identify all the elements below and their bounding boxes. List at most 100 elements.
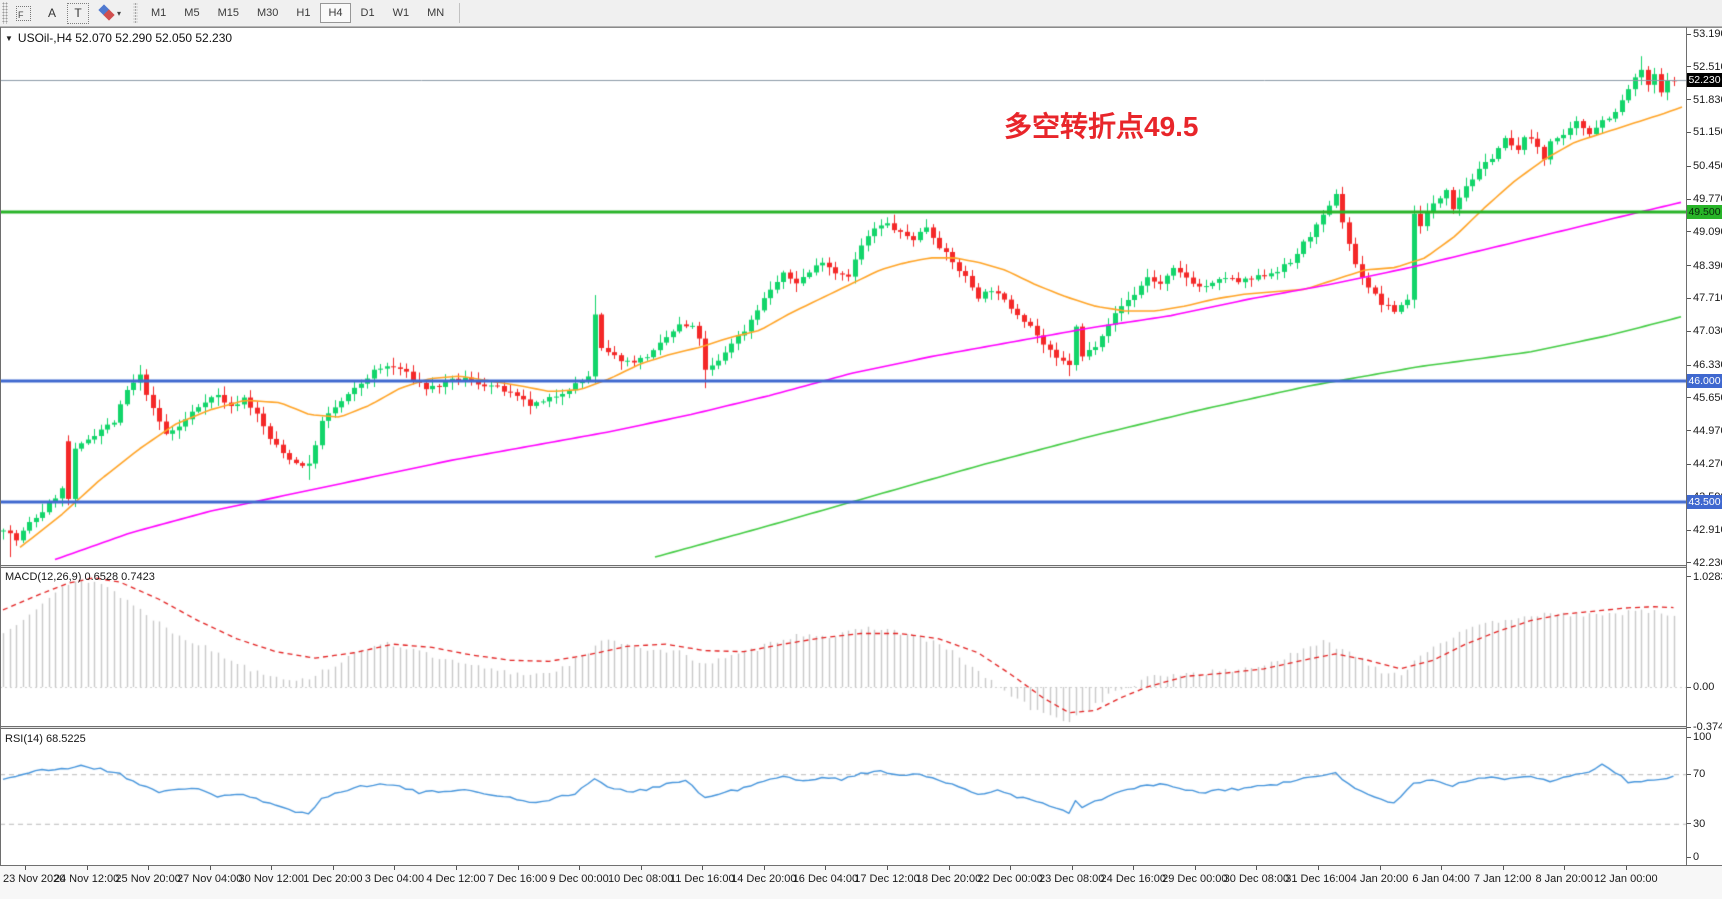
chevron-down-icon: ▾ <box>117 8 122 18</box>
rsi-axis-label: 30 <box>1687 817 1705 830</box>
timeframe-m1[interactable]: M1 <box>151 7 167 19</box>
panel-separator[interactable] <box>0 565 1722 568</box>
price-tick-label: 44.270 <box>1687 458 1722 471</box>
price-badge: 46.000 <box>1687 373 1722 388</box>
date-label: 4 Dec 12:00 <box>426 873 486 885</box>
date-label: 7 Jan 12:00 <box>1473 873 1532 885</box>
timeframe-bar: M1 M5 M15 M30 H1 H4 D1 W1 MN <box>142 3 453 23</box>
rsi-axis-label: 100 <box>1687 731 1711 744</box>
cursor-a-icon: A <box>47 6 56 20</box>
date-tick <box>1379 866 1381 870</box>
date-tick <box>886 866 888 870</box>
macd-axis-label: 0.00 <box>1687 681 1714 694</box>
date-tick <box>148 866 150 870</box>
shapes-tool-button[interactable]: ▾ <box>93 3 127 24</box>
timeframe-w1[interactable]: W1 <box>392 7 410 19</box>
timeframe-d1[interactable]: D1 <box>360 7 375 19</box>
date-tick <box>640 866 642 870</box>
date-label: 24 Nov 12:00 <box>53 873 120 885</box>
axis-border <box>0 865 1722 866</box>
price-tick-label: 49.770 <box>1687 193 1722 206</box>
panel-separator[interactable] <box>0 726 1722 729</box>
timeframe-m5[interactable]: M5 <box>184 7 200 19</box>
main-chart-panel[interactable] <box>0 28 1686 565</box>
macd-panel[interactable] <box>0 567 1686 726</box>
date-label: 10 Dec 08:00 <box>607 873 674 885</box>
shapes-icon <box>98 4 115 21</box>
chart-left-border <box>0 27 1 866</box>
date-label: 25 Nov 20:00 <box>115 873 181 885</box>
rsi-canvas[interactable] <box>0 729 1686 865</box>
timeframe-h4[interactable]: H4 <box>320 3 351 23</box>
price-tick-label: 44.970 <box>1687 424 1722 437</box>
date-label: 12 Jan 00:00 <box>1594 873 1658 885</box>
cursor-tool-button[interactable]: A <box>41 3 63 24</box>
date-tick <box>394 866 396 870</box>
date-tick <box>1010 866 1012 870</box>
date-tick <box>1256 866 1258 870</box>
chart-top-border <box>0 27 1722 28</box>
date-label: 1 Dec 20:00 <box>303 873 363 885</box>
rsi-title: RSI(14) 68.5225 <box>5 733 86 745</box>
date-tick <box>1071 866 1073 870</box>
macd-canvas[interactable] <box>0 567 1686 726</box>
date-label: 6 Jan 04:00 <box>1412 873 1470 885</box>
chart-shift-icon: F <box>16 5 31 21</box>
text-tool-button[interactable]: T <box>67 2 89 24</box>
date-tick <box>1564 866 1566 870</box>
price-tick-label: 48.390 <box>1687 259 1722 272</box>
timeframe-mn[interactable]: MN <box>427 7 445 19</box>
date-label: 31 Dec 16:00 <box>1285 873 1351 885</box>
date-label: 24 Dec 16:00 <box>1100 873 1166 885</box>
date-tick <box>702 866 704 870</box>
rsi-axis-label: 0 <box>1687 851 1699 864</box>
timeframe-m15[interactable]: M15 <box>217 7 239 19</box>
candlestick-canvas[interactable] <box>0 28 1686 565</box>
date-label: 17 Dec 12:00 <box>854 873 920 885</box>
date-tick <box>825 866 827 870</box>
toolbar-separator <box>133 2 139 24</box>
date-tick <box>209 866 211 870</box>
date-tick <box>763 866 765 870</box>
rsi-axis-label: 70 <box>1687 768 1705 781</box>
annotation-text[interactable]: 多空转折点49.5 <box>1004 111 1199 142</box>
price-tick-label: 47.030 <box>1687 325 1722 338</box>
date-label: 23 Dec 08:00 <box>1038 873 1105 885</box>
toolbar: F A T ▾ M1 M5 M15 M30 H1 H4 D1 W1 MN <box>0 0 1722 27</box>
date-tick <box>1502 866 1504 870</box>
price-tick-label: 47.710 <box>1687 292 1722 305</box>
price-tick-label: 49.090 <box>1687 225 1722 238</box>
date-label: 3 Dec 04:00 <box>364 873 425 885</box>
date-tick <box>25 866 26 870</box>
macd-axis-label: -0.3748 <box>1687 721 1722 734</box>
date-axis[interactable]: 23 Nov 2020 24 Nov 12:00 25 Nov 20:00 27 No… <box>0 866 1722 899</box>
date-tick <box>271 866 273 870</box>
toolbar-separator <box>459 3 461 23</box>
timeframe-h1[interactable]: H1 <box>296 7 311 19</box>
date-label: 16 Dec 04:00 <box>792 873 859 885</box>
text-tool-icon: T <box>74 6 82 20</box>
price-tick-label: 51.150 <box>1687 126 1722 139</box>
price-tick-label: 51.830 <box>1687 93 1722 106</box>
price-badge: 52.230 <box>1687 73 1722 88</box>
price-axis[interactable]: 53.190 52.510 51.830 51.150 50.450 49.770 49.0… <box>1687 28 1722 865</box>
macd-axis-label: 1.0283 <box>1687 570 1722 583</box>
rsi-panel[interactable] <box>0 729 1686 865</box>
date-label: 30 Dec 08:00 <box>1223 873 1290 885</box>
date-label: 14 Dec 20:00 <box>731 873 797 885</box>
price-badge: 43.500 <box>1687 494 1722 509</box>
price-tick-label: 42.910 <box>1687 524 1722 537</box>
date-label: 11 Dec 16:00 <box>669 873 735 885</box>
price-tick-label: 53.190 <box>1687 28 1722 41</box>
date-tick <box>86 866 88 870</box>
date-tick <box>1194 866 1196 870</box>
collapse-icon[interactable]: ▼ <box>5 33 13 43</box>
toolbar-grip[interactable] <box>2 2 8 24</box>
date-label: 27 Nov 04:00 <box>176 873 243 885</box>
price-tick-label: 42.230 <box>1687 556 1722 569</box>
timeframe-m30[interactable]: M30 <box>256 7 279 19</box>
chart-shift-button[interactable]: F <box>10 3 37 24</box>
date-label: 7 Dec 16:00 <box>487 873 548 885</box>
macd-title: MACD(12,26,9) 0.6528 0.7423 <box>5 571 155 583</box>
price-tick-label: 46.330 <box>1687 359 1722 372</box>
